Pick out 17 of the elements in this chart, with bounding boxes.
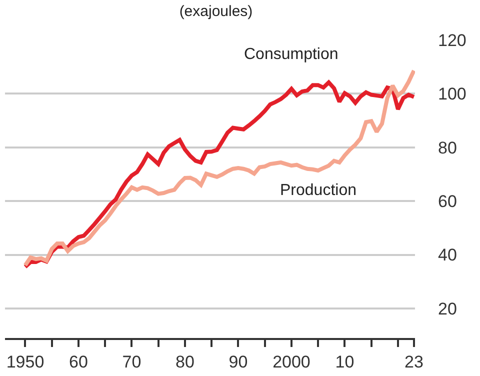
y-tick-label: 100 bbox=[438, 84, 466, 104]
x-tick-label: 60 bbox=[69, 352, 88, 372]
series-label: Production bbox=[280, 182, 356, 199]
x-tick-label: 70 bbox=[122, 352, 142, 372]
x-tick-label: 1950 bbox=[6, 352, 44, 372]
chart-title: (exajoules) bbox=[179, 3, 253, 20]
y-tick-label: 120 bbox=[438, 30, 466, 50]
series-label: Consumption bbox=[244, 46, 338, 63]
x-tick-label: 90 bbox=[228, 352, 248, 372]
y-tick-label: 60 bbox=[438, 192, 457, 212]
x-tick-label: 23 bbox=[404, 352, 424, 372]
x-tick-label: 2000 bbox=[272, 352, 310, 372]
x-tick-label: 80 bbox=[176, 352, 194, 372]
y-tick-label: 40 bbox=[438, 246, 457, 265]
x-tick-label: 10 bbox=[335, 352, 354, 372]
y-tick-label: 20 bbox=[438, 299, 457, 318]
y-tick-label: 80 bbox=[438, 138, 457, 158]
